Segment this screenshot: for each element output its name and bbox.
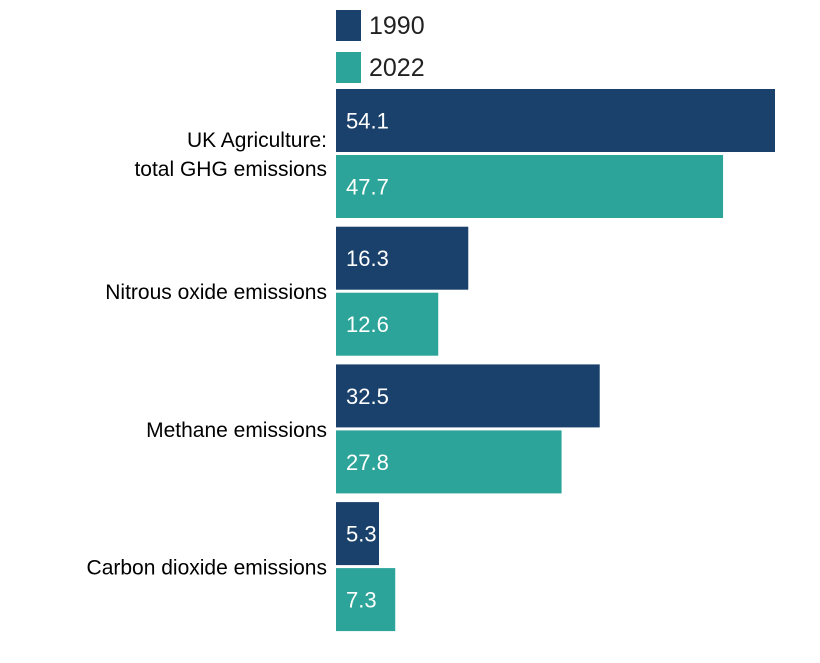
data-label: 16.3 [346,246,389,271]
category-label: Carbon dioxide emissions [87,557,327,580]
bar-2022-1 [336,292,439,356]
legend-label-2022: 2022 [369,54,425,82]
legend: 1990 2022 [336,10,425,83]
category-label: Nitrous oxide emissions [105,281,327,304]
bar-1990-0 [336,89,775,152]
data-label: 12.6 [346,312,389,337]
data-label: 27.8 [346,450,389,475]
category-label: Methane emissions [146,419,327,442]
category-label: total GHG emissions [134,158,327,181]
data-label: 7.3 [346,588,377,613]
bar-1990-1 [336,226,469,290]
data-label: 32.5 [346,384,389,409]
bars: 54.1 47.7 16.3 12.6 32.5 27.8 5.3 7.3 [336,89,775,632]
category-label: UK Agriculture: [187,129,327,152]
data-label: 5.3 [346,522,377,547]
legend-swatch-2022 [336,52,361,83]
legend-swatch-1990 [336,10,361,41]
bar-2022-2 [336,430,562,494]
category-labels: UK Agriculture: total GHG emissions Nitrou… [87,129,327,580]
legend-label-1990: 1990 [369,12,425,40]
bar-2022-3 [336,568,396,632]
data-label: 47.7 [346,175,389,200]
bar-1990-3 [336,502,380,566]
data-label: 54.1 [346,109,389,134]
bar-2022-0 [336,155,724,218]
bar-1990-2 [336,364,600,428]
